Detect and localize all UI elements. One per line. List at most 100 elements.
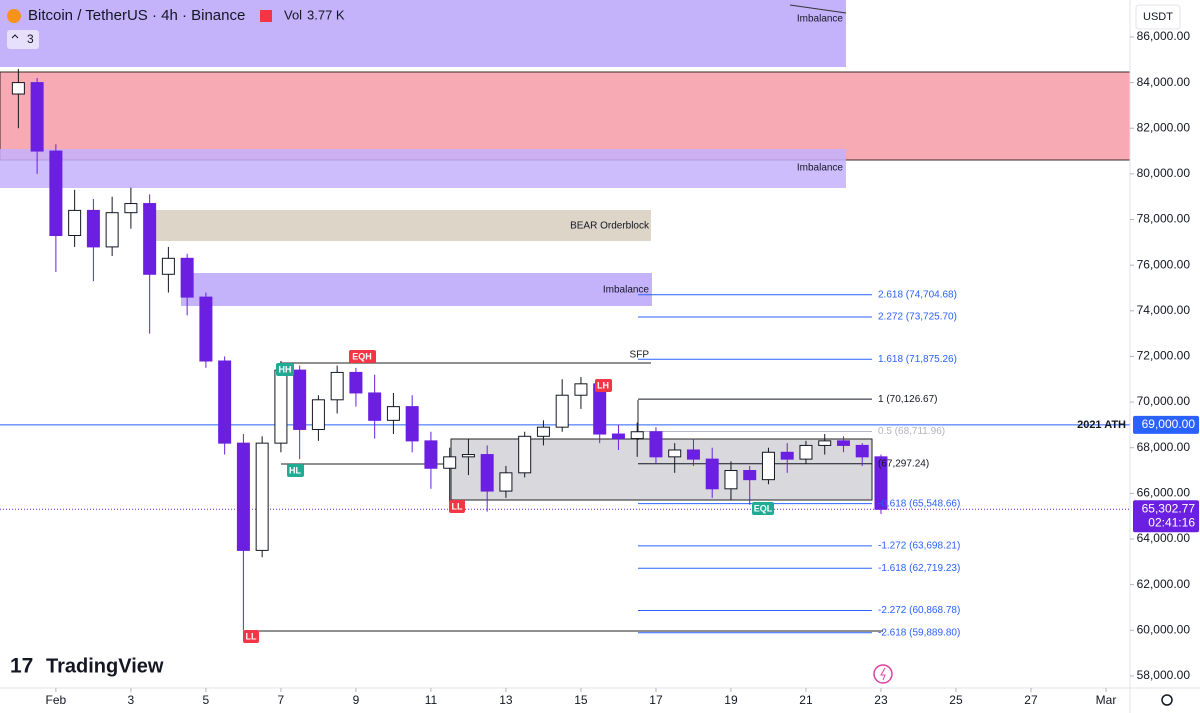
candle-body <box>443 456 457 469</box>
fib-label: 2.272 (73,725.70) <box>878 312 957 323</box>
alert-icon[interactable] <box>873 664 893 684</box>
x-tick-label: 11 <box>425 693 438 707</box>
candle-body <box>368 392 382 421</box>
orderblock-zone <box>150 210 651 241</box>
x-tick-label: 5 <box>203 693 210 707</box>
coin-icon <box>7 9 21 23</box>
marker-bg <box>287 464 304 477</box>
candle-body <box>30 82 44 152</box>
ath-badge <box>1133 415 1199 434</box>
y-tick-label: 82,000.00 <box>1137 120 1191 134</box>
y-tick-label: 66,000.00 <box>1137 486 1191 500</box>
y-tick-label: 62,000.00 <box>1137 577 1191 591</box>
y-tick-label: 72,000.00 <box>1137 349 1191 363</box>
candle-body <box>480 454 494 492</box>
y-tick-label: 70,000.00 <box>1137 394 1191 408</box>
volume-label: Vol <box>284 7 302 22</box>
candle-body <box>780 451 794 460</box>
currency-button[interactable] <box>1135 4 1181 30</box>
imbalance-zone <box>181 273 652 306</box>
x-tick-label: 19 <box>724 693 738 707</box>
zone-label: Imbalance <box>797 163 844 174</box>
x-tick-label: 7 <box>278 693 285 707</box>
candle-body <box>105 212 119 248</box>
fib-label: -1.618 (62,719.23) <box>878 563 960 574</box>
candle-body <box>68 209 82 236</box>
marker: HL <box>289 465 301 475</box>
fib-label: 1.618 (71,875.26) <box>878 354 957 365</box>
candle-body <box>818 440 832 446</box>
flag-icon[interactable] <box>260 10 272 22</box>
y-tick-label: 80,000.00 <box>1137 166 1191 180</box>
ath-price: 69,000.00 <box>1142 417 1196 431</box>
candle-body <box>724 470 738 490</box>
candle-body <box>836 440 850 446</box>
y-tick-label: 60,000.00 <box>1137 622 1191 636</box>
x-tick-label: 15 <box>574 693 588 707</box>
y-tick-label: 84,000.00 <box>1137 75 1191 89</box>
fib-label: 2.618 (74,704.68) <box>878 289 957 300</box>
ath-name: 2021 ATH <box>1077 419 1126 431</box>
zone-label: BEAR Orderblock <box>570 221 650 232</box>
x-tick-label: Mar <box>1096 693 1117 707</box>
candle-body <box>405 406 419 442</box>
candle-body <box>649 431 663 458</box>
marker-bg <box>276 363 294 376</box>
x-tick-label: 9 <box>353 693 360 707</box>
fib-label: (67,297.24) <box>878 458 929 469</box>
volume: 3.77 K <box>307 7 345 22</box>
candle-body <box>705 458 719 490</box>
zone-label: Imbalance <box>797 14 844 25</box>
sfp-label: SFP <box>630 350 650 361</box>
chevron <box>11 34 19 39</box>
candle-body <box>874 456 888 510</box>
candle-body <box>761 451 775 481</box>
marker-bg <box>243 630 259 643</box>
symbol: Bitcoin / TetherUS · 4h · Binance <box>28 7 245 24</box>
imbalance-zone <box>0 149 846 188</box>
marker-bg <box>752 502 774 515</box>
candle-body <box>274 369 288 444</box>
marker: LL <box>246 631 257 641</box>
indicator-toggle[interactable] <box>7 30 39 49</box>
zone-label: Imbalance <box>603 285 650 296</box>
y-tick-label: 76,000.00 <box>1137 257 1191 271</box>
candle-body <box>386 406 400 421</box>
marker-bg <box>349 350 376 363</box>
candle-body <box>293 369 307 430</box>
candle-body <box>124 203 138 214</box>
fib-label: -2.618 (59,889.80) <box>878 627 960 638</box>
candle-body <box>49 150 63 236</box>
candle-body <box>518 435 532 474</box>
candle-body <box>180 257 194 298</box>
candle-body <box>743 470 757 481</box>
brand: TradingView <box>46 655 164 677</box>
candle-body <box>630 431 644 440</box>
candle-body <box>574 383 588 396</box>
settings-icon[interactable] <box>1161 694 1173 706</box>
candle-body <box>349 371 363 394</box>
x-tick-label: 25 <box>949 693 963 707</box>
marker: LL <box>452 501 463 511</box>
candle-body <box>86 209 100 248</box>
x-tick-label: Feb <box>46 693 67 707</box>
marker-bg <box>595 379 612 392</box>
candle-body <box>611 433 625 440</box>
candle-body <box>236 442 250 551</box>
trend-line <box>789 4 847 14</box>
candle-body <box>555 394 569 428</box>
candle-body <box>461 454 475 458</box>
candle-body <box>255 442 269 551</box>
y-tick-label: 64,000.00 <box>1137 531 1191 545</box>
x-tick-label: 13 <box>499 693 513 707</box>
marker: LH <box>597 380 609 390</box>
marker-bg <box>449 500 465 513</box>
marker: EQL <box>754 503 773 513</box>
candle-body <box>311 399 325 430</box>
x-tick-label: 23 <box>874 693 888 707</box>
marker: EQH <box>352 351 372 361</box>
alert-bolt <box>880 667 886 681</box>
indicator-count: 3 <box>27 32 34 46</box>
